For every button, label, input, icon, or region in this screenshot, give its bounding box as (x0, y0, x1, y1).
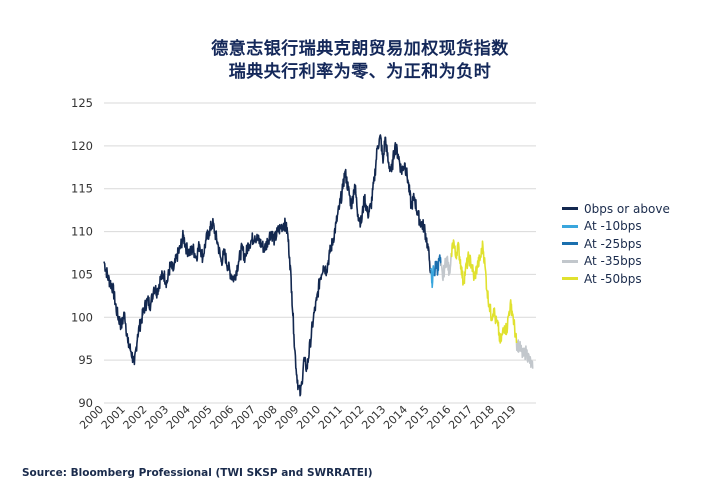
x-tick-label: 2018 (468, 403, 497, 432)
legend-swatch (562, 277, 578, 281)
y-tick-label: 120 (71, 139, 93, 153)
y-tick-label: 90 (78, 396, 93, 410)
y-tick-label: 110 (71, 225, 93, 239)
x-tick-label: 2003 (142, 403, 171, 432)
legend: 0bps or above At -10bps At -25bps At -35… (562, 200, 670, 288)
y-tick-label: 115 (71, 182, 93, 196)
legend-label: 0bps or above (584, 201, 670, 216)
y-tick-label: 100 (71, 310, 93, 324)
x-tick-label: 2014 (381, 403, 410, 432)
x-tick-label: 2008 (251, 403, 280, 432)
x-tick-label: 2009 (273, 403, 302, 432)
legend-item: 0bps or above (562, 200, 670, 218)
legend-item: At -35bps (562, 253, 670, 271)
x-tick-label: 2015 (403, 403, 432, 432)
series-line (429, 265, 436, 289)
x-tick-label: 2016 (424, 403, 453, 432)
y-axis-ticks: 90 95 100 105 110 115 120 125 (71, 96, 93, 410)
legend-item: At -50bps (562, 270, 670, 288)
legend-label: At -50bps (584, 271, 642, 286)
legend-label: At -35bps (584, 254, 642, 269)
series-line (433, 254, 442, 277)
series-line (450, 239, 518, 344)
legend-label: At -25bps (584, 236, 642, 251)
x-tick-label: 2013 (359, 403, 388, 432)
chart-title: 德意志银行瑞典克朗贸易加权现货指数 (211, 39, 509, 59)
series-line (440, 252, 534, 369)
x-tick-label: 2007 (229, 403, 258, 432)
gridlines (104, 102, 536, 404)
y-tick-label: 95 (78, 353, 93, 367)
x-tick-label: 2002 (121, 403, 150, 432)
x-tick-label: 2012 (338, 403, 367, 432)
legend-item: At -10bps (562, 218, 670, 236)
legend-swatch (562, 224, 578, 228)
x-tick-label: 2005 (186, 403, 215, 432)
legend-item: At -25bps (562, 235, 670, 253)
legend-swatch (562, 259, 578, 263)
x-tick-label: 2006 (207, 403, 236, 432)
y-tick-label: 125 (71, 96, 93, 110)
x-tick-label: 2004 (164, 403, 193, 432)
legend-swatch (562, 207, 578, 211)
x-tick-label: 2011 (316, 403, 345, 432)
x-tick-label: 2001 (99, 403, 128, 432)
series-lines (103, 134, 534, 397)
x-tick-label: 2017 (446, 403, 475, 432)
series-line (103, 134, 432, 397)
x-tick-label: 2019 (490, 403, 519, 432)
source-note: Source: Bloomberg Professional (TWI SKSP… (22, 467, 373, 479)
y-tick-label: 105 (71, 267, 93, 281)
chart-subtitle: 瑞典央行利率为零、为正和为负时 (228, 62, 492, 82)
x-tick-label: 2010 (294, 403, 323, 432)
legend-label: At -10bps (584, 219, 642, 234)
x-axis-ticks: 2000200120022003200420052006200720082009… (77, 403, 518, 432)
legend-swatch (562, 242, 578, 246)
